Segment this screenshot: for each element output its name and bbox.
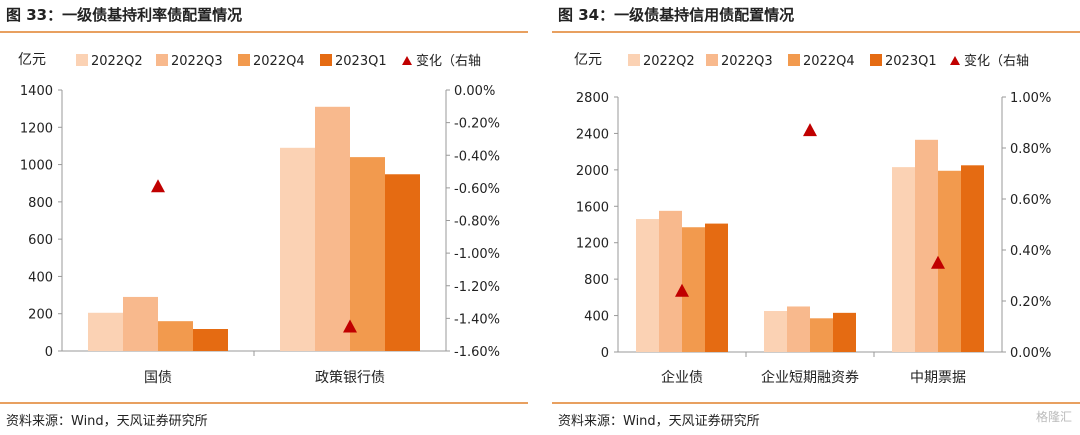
legend-label: 变化（右轴: [416, 53, 481, 69]
left-tick-label: 2800: [576, 91, 609, 106]
legend-marker: [950, 56, 960, 65]
chart-panel-credit: 图 34：一级债基持信用债配置情况 亿元 2022Q2 2022Q3 2022Q4 20…: [552, 0, 1080, 435]
chart-panel-interest: 图 33：一级债基持利率债配置情况 亿元 2022Q2 2022Q3 2022Q4 20…: [0, 0, 528, 435]
legend-swatch: [628, 54, 640, 66]
legend-label: 2022Q4: [803, 54, 855, 69]
legend-label: 2023Q1: [885, 54, 937, 69]
right-tick-label: -0.80%: [454, 215, 500, 230]
left-tick-label: 1200: [576, 237, 609, 252]
left-tick-label: 1400: [20, 84, 53, 99]
legend-swatch: [320, 54, 332, 66]
bar-2022q3: [315, 106, 350, 352]
source-rule: [552, 402, 1080, 404]
right-tick-label: 0.60%: [1010, 193, 1051, 208]
left-tick-label: 1600: [576, 200, 609, 215]
bar-2022q3: [123, 296, 158, 351]
left-tick-label: 400: [28, 270, 53, 285]
legend-swatch: [156, 54, 168, 66]
category-label: 国债: [144, 370, 172, 386]
change-marker: [675, 283, 689, 297]
bar-2023q1: [961, 165, 984, 352]
left-tick-label: 200: [28, 308, 53, 323]
change-marker: [343, 319, 357, 333]
right-tick-label: -1.60%: [454, 345, 500, 360]
legend-label: 2022Q4: [253, 54, 305, 69]
chart-credit-bonds: 亿元 2022Q2 2022Q3 2022Q4 2023Q1 变化（右轴 0 400 800 12…: [574, 52, 1051, 386]
right-tick-label: -1.40%: [454, 312, 500, 327]
title-rule: [552, 31, 1080, 33]
legend-swatch: [76, 54, 88, 66]
right-tick-label: 0.00%: [1010, 346, 1051, 361]
legend-label: 2022Q3: [721, 54, 773, 69]
left-tick-label: 1200: [20, 121, 53, 136]
legend-label: 变化（右轴: [964, 53, 1029, 69]
bar-2022q3: [659, 210, 682, 352]
bar-2023q1: [193, 329, 228, 351]
source-note: 资料来源：Wind，天风证券研究所: [558, 414, 760, 429]
bar-2023q1: [705, 223, 728, 352]
bar-2023q1: [385, 174, 420, 351]
title-rule: [0, 31, 528, 33]
bar-2022q4: [158, 321, 193, 351]
legend-label: 2022Q2: [643, 54, 695, 69]
legend-label: 2022Q3: [171, 54, 223, 69]
legend-swatch: [238, 54, 250, 66]
left-tick-label: 2400: [576, 127, 609, 142]
change-marker: [931, 255, 945, 269]
category-label: 企业债: [661, 369, 703, 386]
right-tick-label: 0.40%: [1010, 244, 1051, 259]
legend-swatch: [788, 54, 800, 66]
bar-2022q4: [810, 318, 833, 352]
bar-2022q4: [938, 170, 961, 352]
right-tick-label: -0.40%: [454, 149, 500, 164]
category-label: 中期票据: [910, 370, 966, 386]
left-tick-label: 1000: [20, 159, 53, 174]
bar-2022q2: [636, 219, 659, 352]
bar-2022q4: [350, 157, 385, 351]
left-tick-label: 2000: [576, 164, 609, 179]
left-tick-label: 800: [584, 273, 609, 288]
legend-swatch: [706, 54, 718, 66]
bar-2022q3: [915, 139, 938, 352]
left-tick-label: 0: [601, 346, 609, 361]
left-tick-label: 0: [45, 345, 53, 360]
right-tick-label: 0.20%: [1010, 295, 1051, 310]
left-tick-label: 400: [584, 310, 609, 325]
left-axis-unit: 亿元: [18, 52, 46, 68]
right-tick-label: -1.20%: [454, 280, 500, 295]
source-rule: [0, 402, 528, 404]
legend-marker: [402, 56, 412, 65]
left-tick-label: 800: [28, 196, 53, 211]
right-tick-label: -0.20%: [454, 117, 500, 132]
change-marker: [803, 123, 817, 137]
bar-2023q1: [833, 312, 856, 352]
left-axis-unit: 亿元: [574, 52, 602, 68]
bar-2022q4: [682, 227, 705, 352]
legend-label: 2023Q1: [335, 54, 387, 69]
legend-label: 2022Q2: [91, 54, 143, 69]
chart-title: 图 33：一级债基持利率债配置情况: [6, 6, 243, 24]
legend-swatch: [870, 54, 882, 66]
bar-2022q2: [88, 312, 123, 351]
chart-interest-bonds: 亿元 2022Q2 2022Q3 2022Q4 2023Q1 变化（右轴 0 200 400 60…: [18, 52, 500, 386]
left-tick-label: 600: [28, 233, 53, 248]
right-tick-label: 0.80%: [1010, 142, 1051, 157]
category-label: 企业短期融资券: [761, 369, 859, 386]
bar-2022q3: [787, 306, 810, 352]
source-note: 资料来源：Wind，天风证券研究所: [6, 414, 208, 429]
right-tick-label: 1.00%: [1010, 91, 1051, 106]
bar-2022q2: [764, 311, 787, 352]
watermark-logo: 格隆汇: [1035, 410, 1072, 424]
right-tick-label: 0.00%: [454, 84, 495, 99]
category-label: 政策银行债: [315, 369, 385, 386]
bar-2022q2: [892, 167, 915, 352]
chart-title: 图 34：一级债基持信用债配置情况: [558, 6, 795, 24]
right-tick-label: -1.00%: [454, 247, 500, 262]
bar-2022q2: [280, 147, 315, 351]
right-tick-label: -0.60%: [454, 182, 500, 197]
change-marker: [151, 179, 165, 193]
